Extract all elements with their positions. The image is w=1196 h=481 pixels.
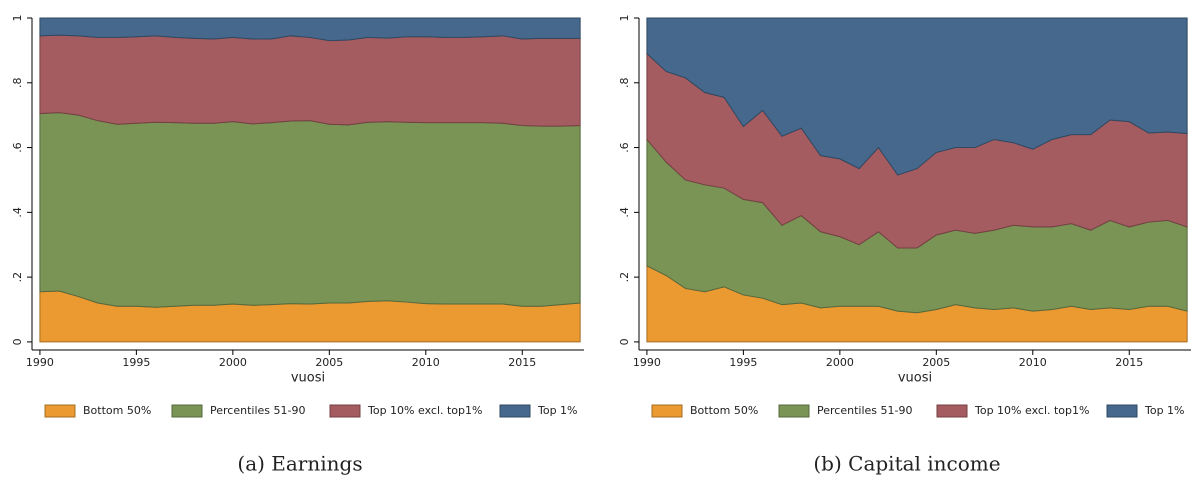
y-tick-label: .4 <box>11 207 24 218</box>
legend-label: Bottom 50% <box>83 404 151 417</box>
y-tick-label: 1 <box>618 15 631 22</box>
area-series <box>39 17 581 42</box>
y-tick-label: .8 <box>618 78 631 89</box>
legend-swatch <box>171 404 203 418</box>
y-tick-label: .6 <box>618 142 631 153</box>
y-tick-label: 1 <box>11 15 24 22</box>
legend-swatch <box>44 404 76 418</box>
y-tick-label: .4 <box>618 207 631 218</box>
caption: (a) Earnings <box>237 452 362 476</box>
area-series <box>39 34 581 127</box>
legend-label: Percentiles 51-90 <box>817 404 912 417</box>
legend-label: Bottom 50% <box>690 404 758 417</box>
legend-swatch <box>1106 404 1138 418</box>
legend-swatch <box>651 404 683 418</box>
x-tick-label: 2000 <box>219 356 247 369</box>
y-tick-label: .6 <box>11 142 24 153</box>
y-tick-label: .2 <box>11 272 24 283</box>
x-axis-title: vuosi <box>898 371 932 386</box>
y-tick-label: 0 <box>11 338 24 345</box>
plot-area <box>39 17 581 343</box>
x-tick-label: 1995 <box>122 356 150 369</box>
x-tick-label: 2010 <box>412 356 440 369</box>
legend-label: Top 10% excl. top1% <box>974 404 1089 417</box>
legend-label: Top 10% excl. top1% <box>367 404 482 417</box>
y-tick-label: .2 <box>618 272 631 283</box>
caption: (b) Capital income <box>813 452 1000 476</box>
x-tick-label: 2015 <box>508 356 536 369</box>
x-axis-title: vuosi <box>291 371 325 386</box>
legend-label: Percentiles 51-90 <box>210 404 305 417</box>
x-tick-label: 2010 <box>1019 356 1047 369</box>
plot-area <box>646 17 1188 343</box>
x-tick-label: 1995 <box>729 356 757 369</box>
y-tick-label: 0 <box>618 338 631 345</box>
x-tick-label: 2000 <box>826 356 854 369</box>
legend-swatch <box>936 404 968 418</box>
x-tick-label: 2015 <box>1115 356 1143 369</box>
legend-swatch <box>778 404 810 418</box>
legend-swatch <box>329 404 361 418</box>
x-tick-label: 1990 <box>26 356 54 369</box>
y-tick-label: .8 <box>11 78 24 89</box>
x-tick-label: 1990 <box>633 356 661 369</box>
x-tick-label: 2005 <box>922 356 950 369</box>
x-tick-label: 2005 <box>315 356 343 369</box>
area-series <box>646 17 1188 176</box>
area-series <box>39 112 581 308</box>
legend-swatch <box>499 404 531 418</box>
legend-label: Top 1% <box>537 404 578 417</box>
legend-label: Top 1% <box>1144 404 1185 417</box>
